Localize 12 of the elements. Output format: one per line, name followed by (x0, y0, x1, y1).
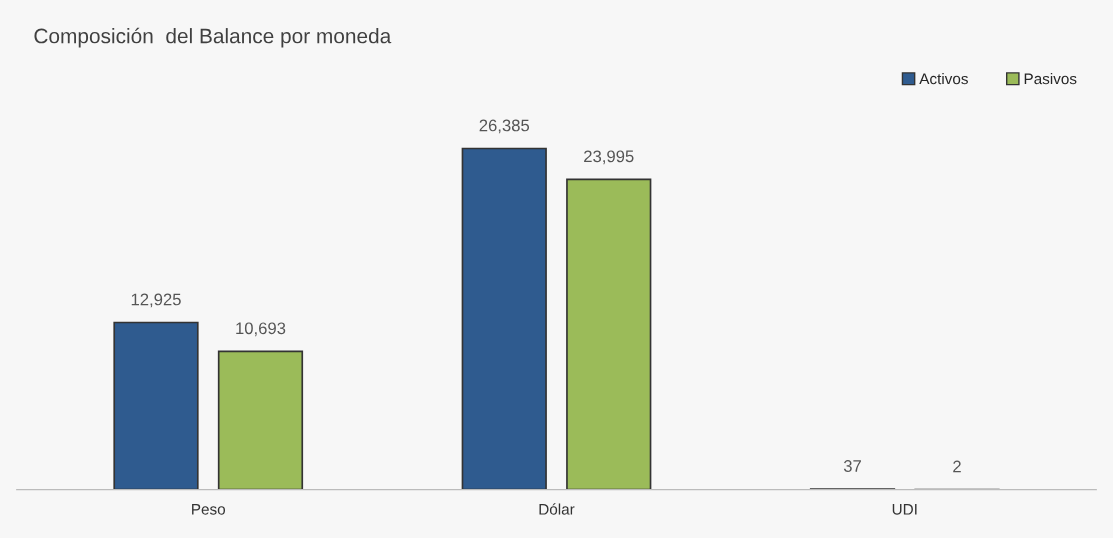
x-tick-label: Peso (192, 504, 226, 515)
legend-label: Pasivos (1024, 73, 1077, 85)
legend-label: Activos (919, 73, 968, 85)
data-label: 10,693 (236, 322, 286, 337)
data-label: 26,385 (479, 119, 530, 134)
x-tick-label: UDI (892, 504, 917, 515)
data-label: 2 (953, 460, 961, 473)
x-tick-label: Dólar (539, 503, 575, 515)
data-label: 23,995 (584, 150, 634, 165)
chart-title: Composición del Balance por moneda (34, 27, 392, 48)
data-label: 37 (843, 460, 861, 472)
data-label: 12,925 (131, 293, 181, 308)
